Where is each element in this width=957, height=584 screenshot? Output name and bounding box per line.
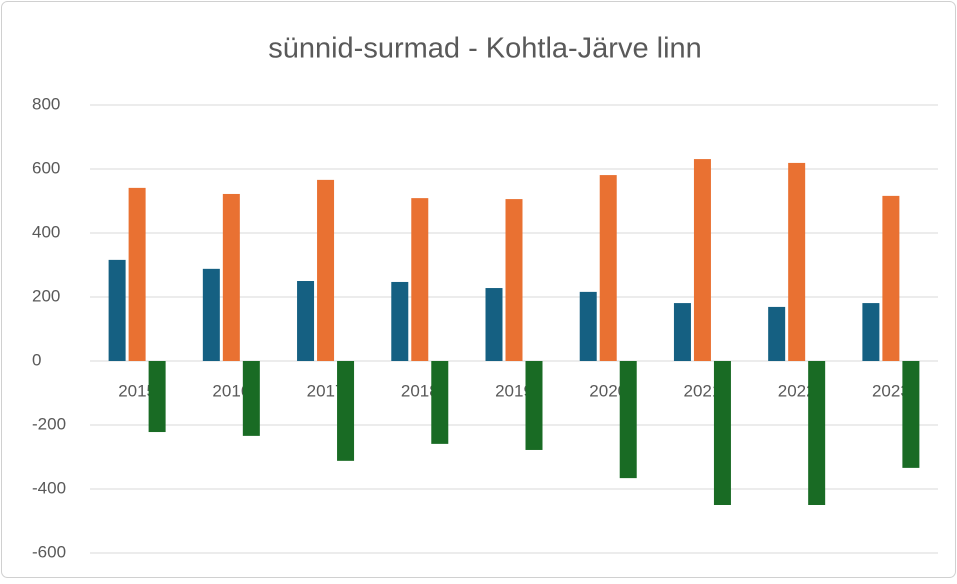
bar (297, 281, 315, 361)
chart-title: sünnid-surmad - Kohtla-Järve linn (268, 33, 702, 65)
x-tick-label: 2016 (212, 381, 250, 400)
bar (222, 193, 240, 361)
bar (317, 179, 335, 361)
bar (148, 361, 166, 433)
y-tick-label: 800 (32, 94, 60, 113)
bar (862, 303, 880, 361)
x-tick-label: 2018 (401, 381, 439, 400)
bar (108, 259, 126, 361)
y-tick-label: 600 (32, 158, 60, 177)
bar (525, 361, 543, 450)
x-tick-label: 2017 (307, 381, 345, 400)
x-tick-label: 2019 (495, 381, 533, 400)
bar (808, 361, 826, 505)
x-tick-label: 2023 (872, 381, 910, 400)
bar (579, 291, 597, 361)
y-tick-label: -400 (32, 478, 66, 497)
bar (431, 361, 449, 444)
y-tick-label: 200 (32, 286, 60, 305)
bar (485, 288, 503, 361)
bar (337, 361, 355, 461)
bar (505, 199, 523, 361)
x-tick-label: 2022 (778, 381, 816, 400)
bar (788, 162, 806, 361)
bar (882, 195, 900, 361)
y-tick-label: 400 (32, 222, 60, 241)
x-tick-label: 2021 (684, 381, 722, 400)
bar (693, 159, 711, 361)
bar (902, 361, 920, 468)
bar (411, 198, 429, 361)
bar (768, 306, 786, 361)
bar (713, 361, 731, 505)
y-tick-label: -200 (32, 414, 66, 433)
bar (128, 187, 146, 361)
bar (391, 281, 409, 361)
bar (619, 361, 637, 479)
x-tick-label: 2015 (118, 381, 156, 400)
bar (673, 303, 691, 361)
y-tick-label: 0 (32, 350, 41, 369)
x-tick-label: 2020 (589, 381, 627, 400)
y-tick-label: -600 (32, 542, 66, 561)
bar (599, 175, 617, 361)
bar (202, 268, 220, 361)
bar (242, 361, 260, 436)
